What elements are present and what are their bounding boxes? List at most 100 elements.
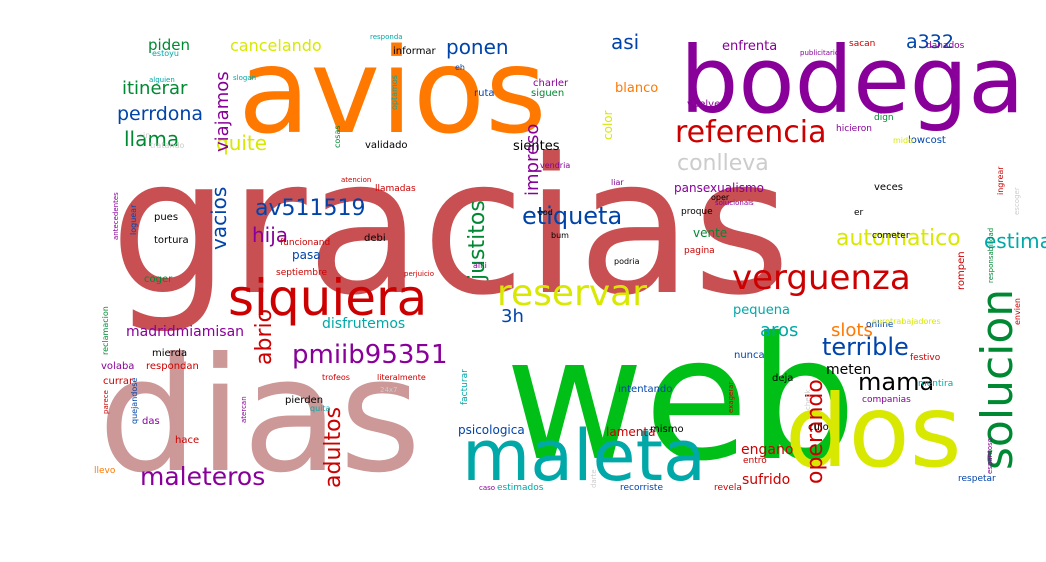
cloud-word: piden — [148, 36, 190, 54]
cloud-word: companias — [862, 395, 911, 405]
cloud-word: etiqueta — [522, 202, 622, 230]
cloud-word: culo — [808, 422, 829, 433]
cloud-word: solucionals — [715, 199, 754, 207]
cloud-word: festivo — [910, 353, 941, 363]
cloud-word: siquiera — [228, 269, 427, 327]
cloud-word: abrio — [252, 309, 277, 365]
cloud-word: pmiib95351 — [292, 340, 448, 370]
cloud-word: veces — [874, 182, 903, 193]
cloud-word: viajamos — [212, 71, 233, 152]
cloud-word: maleteros — [140, 462, 265, 491]
cloud-word: sacan — [849, 39, 875, 49]
cloud-word: eh — [455, 63, 465, 72]
cloud-word: septiembre — [276, 268, 327, 278]
cloud-word: sufrido — [742, 472, 790, 488]
cloud-word: atercan — [240, 396, 248, 423]
cloud-word: reservar — [497, 273, 647, 314]
cloud-word: siguen — [531, 88, 564, 99]
cloud-word: justitos — [465, 200, 490, 281]
cloud-word: trofeos — [322, 373, 350, 382]
cloud-word: dos — [785, 373, 962, 490]
cloud-word: llama — [124, 127, 179, 151]
cloud-word: tortura — [154, 235, 189, 246]
cloud-word: slogan — [233, 74, 256, 82]
cloud-word: conlleva — [677, 151, 769, 176]
cloud-word: mismo — [650, 424, 684, 435]
cloud-word: quite — [216, 131, 267, 155]
cloud-word: mido — [893, 136, 913, 145]
cloud-word: envien — [1013, 298, 1022, 325]
cloud-word: verguenza — [732, 258, 911, 298]
cloud-word: cometer — [872, 231, 910, 241]
cloud-word: rompen — [956, 251, 967, 290]
cloud-word: nunca — [734, 350, 765, 361]
cloud-word: gracias — [110, 118, 791, 337]
cloud-word: ood — [538, 208, 553, 217]
cloud-word: informar — [393, 46, 437, 57]
cloud-word: estimados — [497, 483, 544, 493]
cloud-word: web — [505, 301, 857, 499]
cloud-word: vuelve — [687, 99, 720, 110]
cloud-word: debi — [364, 233, 386, 244]
cloud-word: pequena — [733, 303, 790, 318]
cloud-word: a332 — [906, 31, 954, 53]
cloud-word: parece — [102, 390, 110, 414]
cloud-word: estoyu — [152, 49, 179, 58]
cloud-word: operando — [803, 379, 828, 484]
cloud-word: vacios — [207, 187, 231, 250]
cloud-word: caso — [479, 484, 495, 492]
cloud-word: in — [143, 131, 150, 140]
cloud-word: pansexualismo — [674, 181, 764, 195]
cloud-word: blanco — [615, 81, 658, 96]
cloud-word: hicieron — [836, 124, 872, 134]
cloud-word: reclamacion — [101, 306, 110, 355]
cloud-word: 24x7 — [380, 386, 398, 394]
cloud-word: lamenta — [606, 425, 655, 439]
cloud-word: liar — [611, 178, 624, 187]
cloud-word: asi — [611, 30, 639, 54]
cloud-word: eurotrabajadores — [872, 317, 941, 326]
cloud-word: recorriste — [620, 483, 663, 493]
cloud-word: slots — [831, 320, 873, 341]
cloud-word: ingrear — [996, 166, 1005, 195]
cloud-word: proque — [681, 207, 713, 217]
cloud-word: 3h — [501, 306, 524, 327]
cloud-word: entro — [743, 456, 767, 466]
cloud-word: estimada — [984, 229, 1046, 253]
cloud-word: danados — [926, 41, 965, 51]
cloud-word: madridmiamisan — [126, 324, 244, 340]
cloud-word: bodega — [680, 27, 1024, 134]
cloud-word: charler — [533, 78, 569, 89]
cloud-word: hace — [175, 435, 199, 446]
cloud-word: pasa — [292, 248, 321, 262]
cloud-word: perrdona — [117, 103, 203, 125]
cloud-word: funcionand — [280, 238, 330, 248]
cloud-word: er — [854, 208, 864, 218]
cloud-word: referencia — [675, 115, 827, 150]
cloud-word: hija — [252, 223, 288, 247]
cloud-word: loguear — [129, 204, 138, 235]
cloud-word: aiiii — [473, 261, 487, 270]
cloud-word: pagina — [684, 246, 715, 256]
cloud-word: lowcost — [908, 135, 946, 146]
cloud-word: quita — [310, 404, 331, 413]
cloud-word: maleta — [462, 415, 706, 497]
cloud-word: atencion — [341, 176, 371, 184]
cloud-word: itinerar — [122, 78, 188, 99]
cloud-word: vente — [693, 226, 727, 240]
cloud-word: validado — [365, 140, 408, 151]
cloud-word: facturar — [460, 369, 470, 405]
cloud-word: aros — [760, 320, 798, 341]
cloud-word: automatico — [836, 226, 961, 251]
cloud-word: avios — [238, 22, 547, 160]
cloud-word: bum — [551, 231, 569, 240]
cloud-word: oper — [711, 193, 730, 202]
cloud-word: color — [601, 110, 615, 140]
cloud-word: revela — [714, 483, 742, 493]
cloud-word: quejandose — [130, 378, 139, 424]
cloud-word: deja — [772, 373, 793, 384]
cloud-word: respetar — [958, 474, 996, 484]
cloud-word: exagerar — [727, 381, 735, 413]
cloud-word: llamadas — [375, 184, 416, 194]
